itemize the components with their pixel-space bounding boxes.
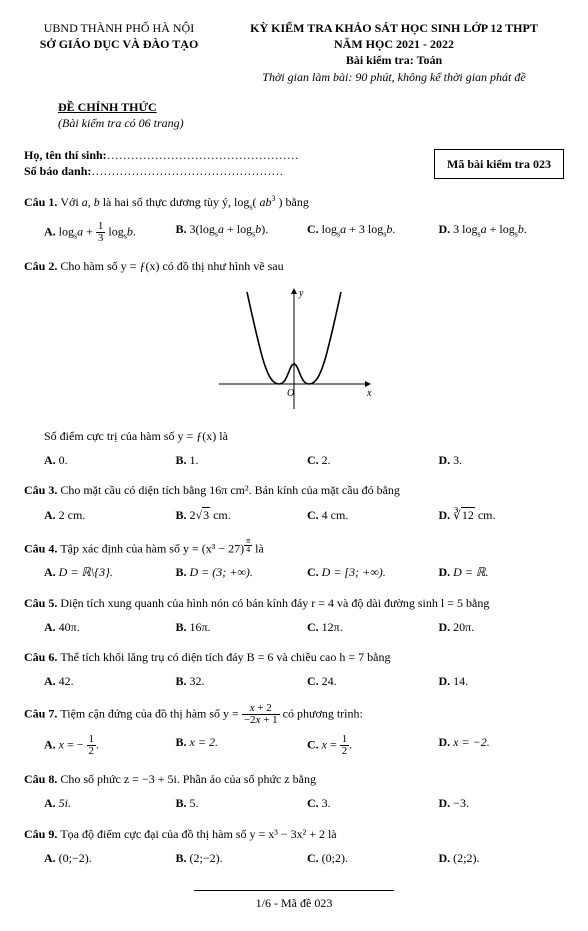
q2-graph: O x y — [24, 284, 564, 418]
footer-divider — [194, 890, 394, 891]
q7-opt-d: D. x = −2. — [439, 734, 565, 757]
q3-opt-d: D. 12 cm. — [439, 507, 565, 523]
q2-subtext: Số điểm cực trị của hàm số y = ƒ(x) là — [44, 428, 564, 444]
q6-opt-d: D. 14. — [439, 673, 565, 689]
q9-opt-b: B. (2;−2). — [176, 850, 302, 866]
q2-title: Câu 2. Cho hàm số y = ƒ(x) có đồ thị như… — [24, 258, 564, 274]
q2-opt-c: C. 2. — [307, 452, 433, 468]
q1-title: Câu 1. Với a, b là hai số thực dương tùy… — [24, 194, 564, 213]
q7-title: Câu 7. Tiệm cận đứng của đồ thị hàm số y… — [24, 703, 564, 726]
q2-opt-a: A. 0. — [44, 452, 170, 468]
question-9: Câu 9. Tọa độ điểm cực đại của đồ thị hà… — [24, 826, 564, 866]
exam-duration: Thời gian làm bài: 90 phút, không kể thờ… — [224, 69, 564, 85]
q6-opt-a: A. 42. — [44, 673, 170, 689]
x-axis-label: x — [366, 388, 372, 399]
q2-options: A. 0. B. 1. C. 2. D. 3. — [24, 452, 564, 468]
issuer-line2: SỞ GIÁO DỤC VÀ ĐÀO TẠO — [24, 36, 214, 52]
q8-opt-d: D. −3. — [439, 795, 565, 811]
q3-options: A. 2 cm. B. 23 cm. C. 4 cm. D. 12 cm. — [24, 507, 564, 523]
q4-opt-d: D. D = ℝ. — [439, 564, 565, 580]
header-left: UBND THÀNH PHỐ HÀ NỘI SỞ GIÁO DỤC VÀ ĐÀO… — [24, 20, 214, 85]
student-info: Họ, tên thí sinh: Số báo danh: Mã bài ki… — [24, 147, 564, 179]
q1-opt-c: C. logsa + 3 logsb. — [307, 221, 433, 244]
q3-opt-c: C. 4 cm. — [307, 507, 433, 523]
q7-opt-b: B. x = 2. — [176, 734, 302, 757]
question-2: Câu 2. Cho hàm số y = ƒ(x) có đồ thị như… — [24, 258, 564, 469]
q3-opt-b: B. 23 cm. — [176, 507, 302, 523]
official-label: ĐỀ CHÍNH THỨC — [58, 99, 157, 115]
q9-options: A. (0;−2). B. (2;−2). C. (0;2). D. (2;2)… — [24, 850, 564, 866]
q5-title: Câu 5. Diện tích xung quanh của hình nón… — [24, 595, 564, 611]
name-label: Họ, tên thí sinh: — [24, 148, 107, 162]
y-axis-label: y — [298, 288, 304, 299]
question-7: Câu 7. Tiệm cận đứng của đồ thị hàm số y… — [24, 703, 564, 757]
q4-opt-b: B. D = (3; +∞). — [176, 564, 302, 580]
q1-opt-d: D. 3 logsa + logsb. — [439, 221, 565, 244]
id-dotline — [91, 164, 283, 178]
footer-text: 1/6 - Mã đề 023 — [256, 896, 333, 910]
origin-label: O — [287, 388, 294, 399]
q6-options: A. 42. B. 32. C. 24. D. 14. — [24, 673, 564, 689]
page-count: (Bài kiểm tra có 06 trang) — [58, 115, 184, 131]
q6-title: Câu 6. Thể tích khối lăng trụ có diện tí… — [24, 649, 564, 665]
question-3: Câu 3. Cho mặt cầu có diện tích bằng 16π… — [24, 482, 564, 522]
q7-options: A. x = − 12. B. x = 2. C. x = 12. D. x =… — [24, 734, 564, 757]
name-row: Họ, tên thí sinh: — [24, 147, 424, 163]
q6-opt-c: C. 24. — [307, 673, 433, 689]
q6-opt-b: B. 32. — [176, 673, 302, 689]
quartic-graph: O x y — [209, 284, 379, 414]
q5-opt-b: B. 16π. — [176, 619, 302, 635]
q9-opt-a: A. (0;−2). — [44, 850, 170, 866]
header-right: KỲ KIỂM TRA KHẢO SÁT HỌC SINH LỚP 12 THP… — [224, 20, 564, 85]
question-4: Câu 4. Tập xác định của hàm số y = (x³ −… — [24, 537, 564, 581]
id-label: Số báo danh: — [24, 164, 91, 178]
exam-year: NĂM HỌC 2021 - 2022 — [224, 36, 564, 52]
exam-subject: Bài kiểm tra: Toán — [224, 52, 564, 68]
q7-opt-c: C. x = 12. — [307, 734, 433, 757]
q5-opt-d: D. 20π. — [439, 619, 565, 635]
q9-opt-c: C. (0;2). — [307, 850, 433, 866]
id-row: Số báo danh: — [24, 163, 424, 179]
q3-title: Câu 3. Cho mặt cầu có diện tích bằng 16π… — [24, 482, 564, 498]
issuer-line1: UBND THÀNH PHỐ HÀ NỘI — [24, 20, 214, 36]
q1-opt-b: B. 3(logsa + logsb). — [176, 221, 302, 244]
q3-opt-a: A. 2 cm. — [44, 507, 170, 523]
q8-opt-c: C. 3. — [307, 795, 433, 811]
name-dotline — [107, 148, 299, 162]
q8-opt-b: B. 5. — [176, 795, 302, 811]
question-6: Câu 6. Thể tích khối lăng trụ có diện tí… — [24, 649, 564, 689]
q9-title: Câu 9. Tọa độ điểm cực đại của đồ thị hà… — [24, 826, 564, 842]
q8-title: Câu 8. Cho số phức z = −3 + 5i. Phần ảo … — [24, 771, 564, 787]
page-footer: 1/6 - Mã đề 023 — [24, 884, 564, 911]
q4-options: A. D = ℝ\{3}. B. D = (3; +∞). C. D = [3;… — [24, 564, 564, 580]
q1-options: A. logsa + 13 logsb. B. 3(logsa + logsb)… — [24, 221, 564, 244]
student-fields: Họ, tên thí sinh: Số báo danh: — [24, 147, 424, 179]
q4-opt-c: C. D = [3; +∞). — [307, 564, 433, 580]
q9-opt-d: D. (2;2). — [439, 850, 565, 866]
q4-opt-a: A. D = ℝ\{3}. — [44, 564, 170, 580]
q4-title: Câu 4. Tập xác định của hàm số y = (x³ −… — [24, 537, 564, 557]
q5-options: A. 40π. B. 16π. C. 12π. D. 20π. — [24, 619, 564, 635]
q5-opt-c: C. 12π. — [307, 619, 433, 635]
doc-header: UBND THÀNH PHỐ HÀ NỘI SỞ GIÁO DỤC VÀ ĐÀO… — [24, 20, 564, 85]
q2-opt-b: B. 1. — [176, 452, 302, 468]
q5-opt-a: A. 40π. — [44, 619, 170, 635]
exam-title: KỲ KIỂM TRA KHẢO SÁT HỌC SINH LỚP 12 THP… — [224, 20, 564, 36]
sub-header: ĐỀ CHÍNH THỨC (Bài kiểm tra có 06 trang) — [58, 99, 564, 131]
q7-opt-a: A. x = − 12. — [44, 734, 170, 757]
q1-opt-a: A. logsa + 13 logsb. — [44, 221, 170, 244]
q8-opt-a: A. 5i. — [44, 795, 170, 811]
question-5: Câu 5. Diện tích xung quanh của hình nón… — [24, 595, 564, 635]
q8-options: A. 5i. B. 5. C. 3. D. −3. — [24, 795, 564, 811]
q2-opt-d: D. 3. — [439, 452, 565, 468]
exam-code-box: Mã bài kiểm tra 023 — [434, 149, 564, 179]
question-1: Câu 1. Với a, b là hai số thực dương tùy… — [24, 194, 564, 244]
question-8: Câu 8. Cho số phức z = −3 + 5i. Phần ảo … — [24, 771, 564, 811]
